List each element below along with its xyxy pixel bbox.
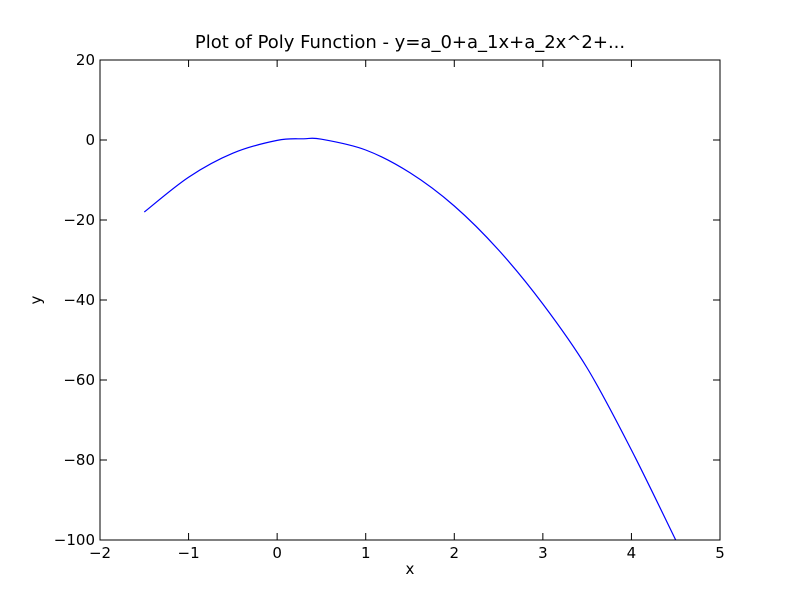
y-tick-label: 20 [76,51,95,69]
y-tick-label: −60 [63,371,95,389]
y-tick-label: −80 [63,451,95,469]
y-tick-label: −40 [63,291,95,309]
y-tick-label: −100 [54,531,95,549]
x-tick-label: −2 [89,544,111,562]
x-tick-label: 3 [538,544,548,562]
chart-title: Plot of Poly Function - y=a_0+a_1x+a_2x^… [195,32,625,53]
x-tick-label: 4 [627,544,637,562]
x-tick-label: 0 [272,544,282,562]
x-tick-label: 5 [715,544,725,562]
y-tick-label: 0 [85,131,95,149]
x-tick-label: 2 [450,544,460,562]
y-axis-label: y [27,295,45,304]
y-tick-label: −20 [63,211,95,229]
x-tick-label: 1 [361,544,371,562]
x-tick-label: −1 [178,544,200,562]
series-line [143,137,677,540]
x-axis: −2 −1 0 1 2 3 4 5 [89,60,725,562]
y-axis: −100 −80 −60 −40 −20 0 20 [54,51,720,549]
x-axis-label: x [406,560,415,578]
